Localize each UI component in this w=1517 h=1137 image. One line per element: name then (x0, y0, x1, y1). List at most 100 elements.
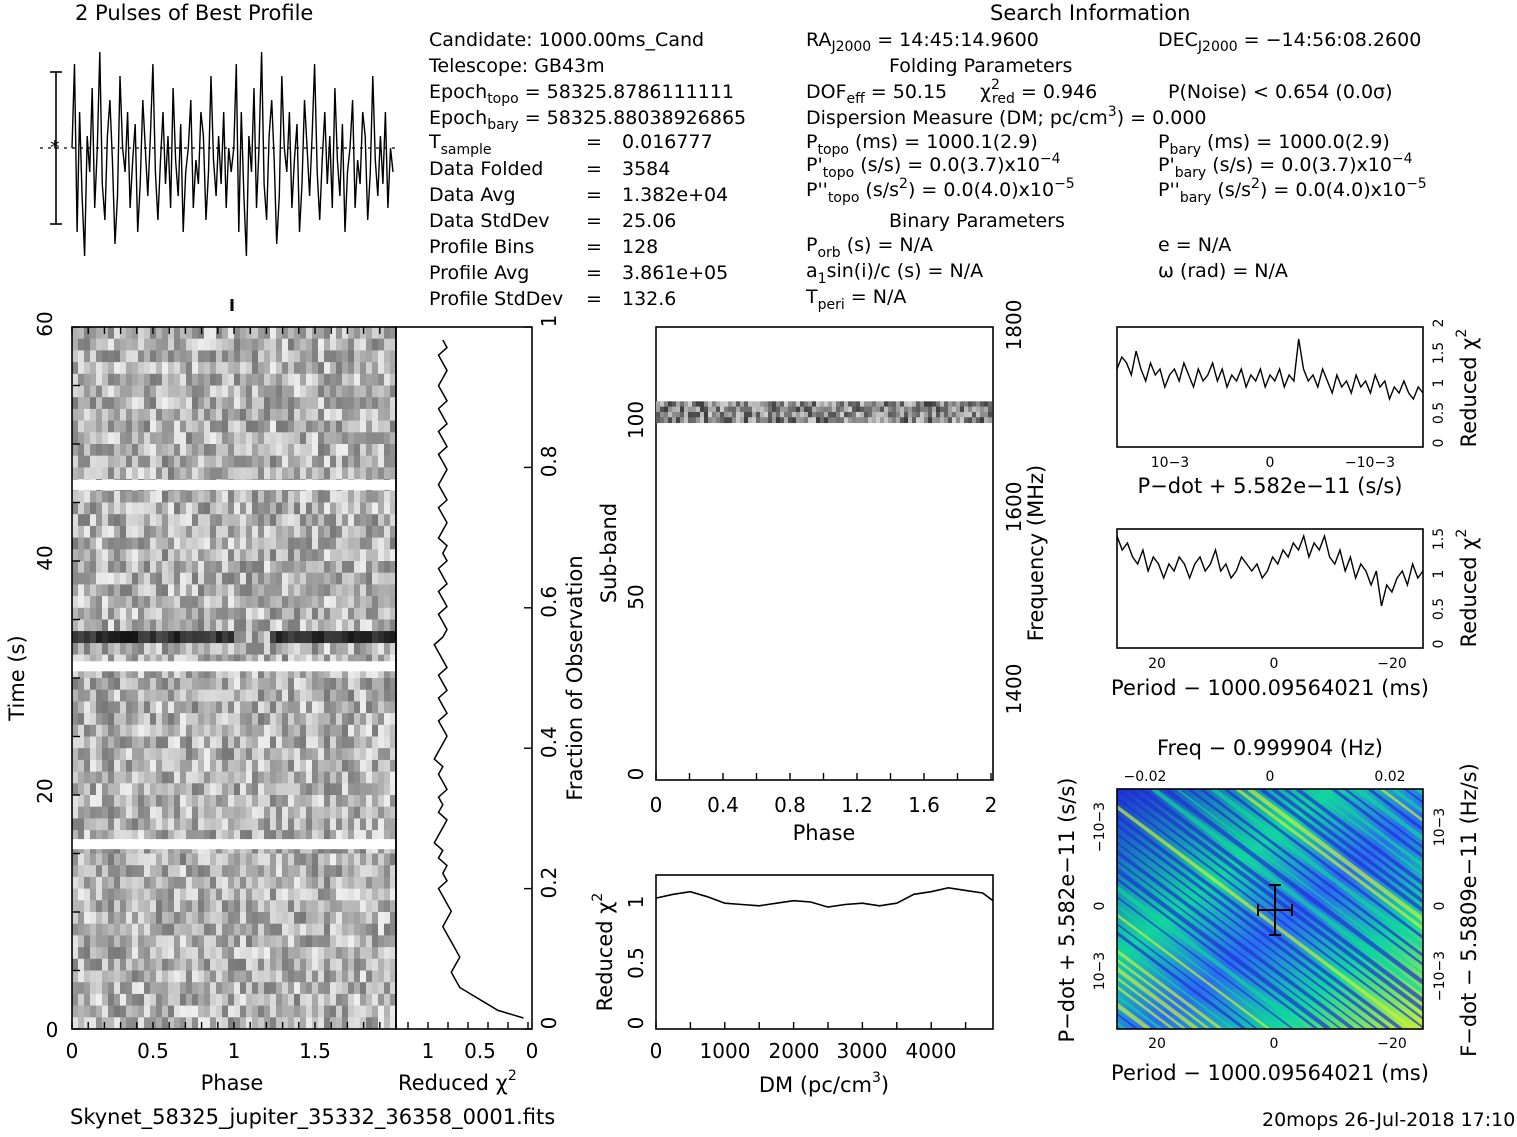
time-phase-cell (222, 467, 228, 480)
time-phase-cell (186, 455, 192, 468)
time-phase-cell (360, 830, 366, 843)
svg-text:20: 20 (1148, 656, 1166, 672)
time-phase-cell (222, 888, 228, 901)
candidate-line: Candidate: 1000.00ms_Cand (429, 29, 704, 51)
time-phase-cell (354, 525, 360, 539)
subband-cell (956, 417, 960, 424)
time-phase-cell (258, 561, 264, 574)
time-phase-cell (246, 584, 252, 597)
time-phase-cell (312, 432, 318, 445)
time-phase-cell (156, 993, 162, 1007)
time-phase-cell (168, 771, 174, 784)
time-phase-cell (282, 654, 288, 667)
time-phase-cell (270, 935, 276, 948)
time-phase-cell (240, 654, 246, 667)
subband-cell (904, 417, 908, 424)
time-phase-cell (390, 362, 396, 375)
time-phase-cell (342, 525, 348, 539)
time-phase-cell (252, 865, 258, 878)
svg-text:0.4: 0.4 (707, 793, 739, 817)
time-phase-cell (192, 654, 198, 667)
time-phase-cell (306, 982, 312, 995)
time-phase-cell (222, 912, 228, 925)
time-phase-cell (342, 1005, 348, 1018)
time-phase-cell (258, 631, 264, 644)
time-phase-cell (180, 888, 186, 901)
svg-text:0: 0 (650, 793, 663, 817)
svg-text:=: = (586, 184, 602, 206)
time-phase-cell (204, 853, 210, 866)
time-phase-cell (102, 666, 108, 679)
time-phase-cell (288, 912, 294, 925)
subband-cell (984, 406, 988, 413)
time-phase-cell (162, 830, 168, 843)
contour-stripe (1117, 948, 1222, 1029)
time-phase-cell (330, 362, 336, 375)
time-phase-cell (390, 607, 396, 620)
time-phase-cell (294, 397, 300, 410)
time-phase-cell (366, 701, 372, 714)
subband-cell (784, 406, 788, 413)
time-phase-cell (336, 806, 342, 819)
time-phase-cell (162, 713, 168, 726)
time-phase-cell (168, 748, 174, 761)
time-phase-cell (78, 338, 84, 351)
time-phase-cell (324, 876, 330, 890)
time-phase-cell (246, 876, 252, 890)
time-phase-cell (372, 408, 378, 422)
time-phase-cell (318, 596, 324, 609)
time-phase-cell (252, 654, 258, 667)
time-phase-cell (282, 490, 288, 503)
time-phase-cell (288, 455, 294, 468)
time-phase-cell (96, 338, 102, 351)
time-phase-cell (246, 818, 252, 831)
time-phase-cell (192, 514, 198, 527)
time-phase-cell (366, 771, 372, 784)
time-phase-cell (234, 736, 240, 749)
time-phase-cell (306, 408, 312, 422)
time-phase-cell (150, 666, 156, 679)
subband-cell (688, 411, 692, 418)
time-phase-cell (144, 783, 150, 796)
subband-cell (816, 417, 820, 424)
time-phase-cell (96, 795, 102, 808)
time-phase-cell (390, 327, 396, 340)
time-phase-cell (108, 958, 114, 971)
time-phase-dark-row (72, 631, 78, 644)
time-phase-cell (132, 455, 138, 468)
time-phase-cell (102, 596, 108, 609)
time-phase-cell (258, 993, 264, 1007)
time-phase-cell (216, 666, 222, 679)
time-phase-cell (390, 830, 396, 843)
time-phase-cell (210, 748, 216, 761)
time-phase-cell (252, 748, 258, 761)
time-phase-cell (294, 935, 300, 948)
time-phase-cell (294, 771, 300, 784)
time-phase-cell (120, 713, 126, 726)
time-phase-cell (234, 923, 240, 936)
svg-text:1.5: 1.5 (1431, 528, 1447, 550)
time-phase-cell (282, 912, 288, 925)
time-phase-cell (222, 572, 228, 585)
time-phase-cell (186, 502, 192, 515)
subband-cell (656, 401, 660, 408)
time-phase-cell (372, 525, 378, 539)
time-phase-cell (366, 327, 372, 340)
time-phase-cell (306, 654, 312, 667)
time-phase-cell (294, 561, 300, 574)
time-phase-cell (216, 514, 222, 527)
time-phase-cell (96, 993, 102, 1007)
time-phase-cell (72, 467, 78, 480)
time-phase-cell (222, 830, 228, 843)
time-phase-cell (150, 584, 156, 597)
time-phase-cell (186, 549, 192, 562)
time-phase-dark-row (372, 631, 378, 644)
time-phase-cell (216, 1005, 222, 1018)
time-phase-cell (390, 876, 396, 890)
time-phase-cell (186, 666, 192, 679)
time-phase-cell (360, 596, 366, 609)
time-phase-cell (318, 783, 324, 796)
time-phase-cell (366, 444, 372, 457)
subband-cell (796, 411, 800, 418)
time-phase-cell (240, 561, 246, 574)
